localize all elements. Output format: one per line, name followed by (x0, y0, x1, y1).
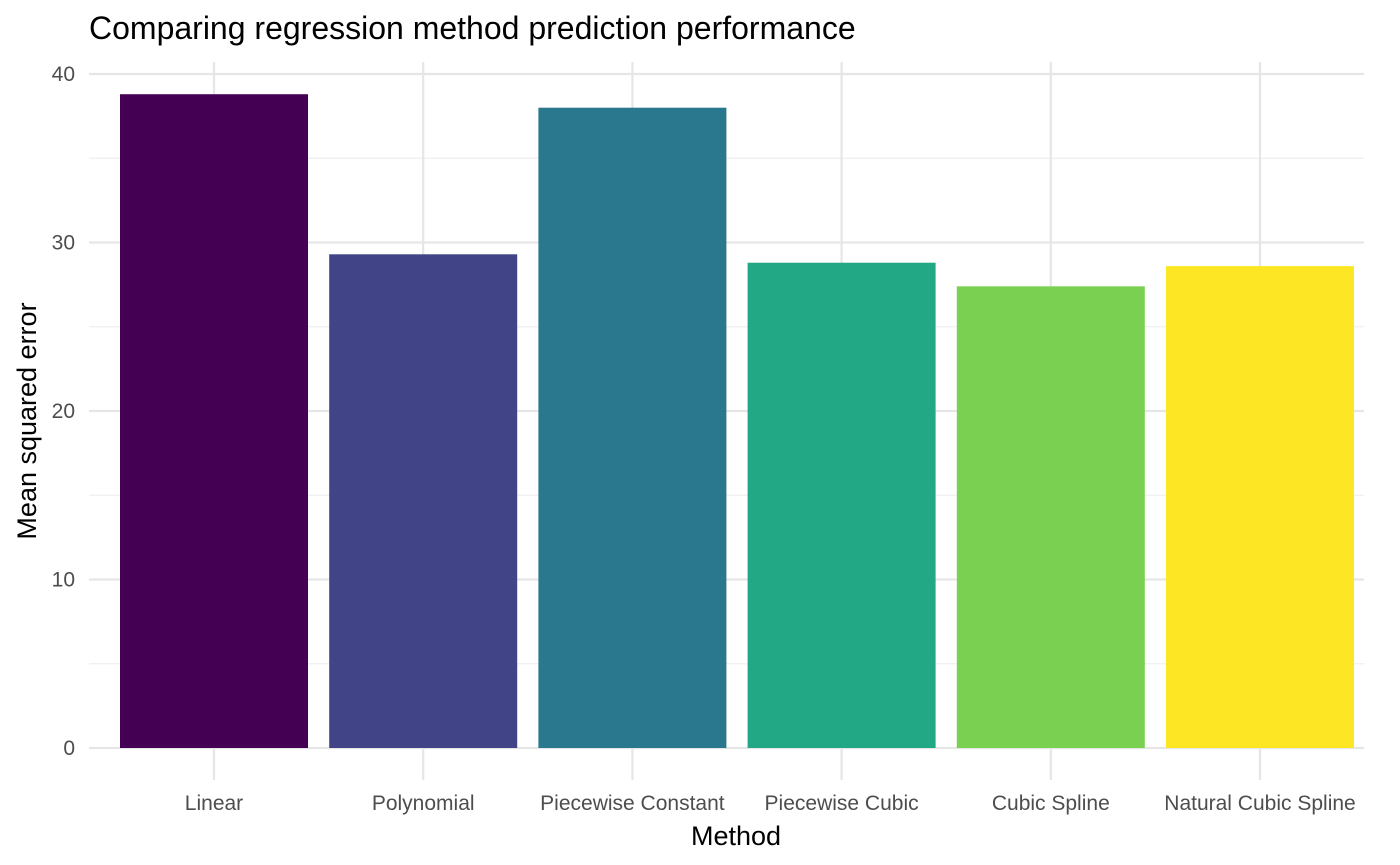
x-axis-title: Method (691, 821, 781, 851)
y-axis-ticks: 0 10 20 30 40 (52, 63, 75, 760)
y-tick-label: 0 (63, 737, 75, 760)
bar (538, 107, 727, 748)
bar (329, 254, 518, 749)
bar (747, 262, 936, 748)
chart-title: Comparing regression method prediction p… (89, 10, 856, 46)
x-tick-label: Linear (185, 792, 243, 815)
bar (956, 286, 1145, 748)
y-axis-title: Mean squared error (12, 302, 42, 539)
x-tick-label: Piecewise Cubic (765, 792, 919, 815)
bar (1166, 266, 1354, 748)
x-tick-label: Piecewise Constant (540, 792, 725, 815)
y-tick-label: 10 (52, 569, 75, 592)
bars (120, 94, 1354, 749)
x-tick-label: Cubic Spline (992, 792, 1110, 815)
bar (120, 94, 308, 749)
y-tick-label: 20 (52, 400, 75, 423)
x-tick-label: Polynomial (372, 792, 475, 815)
y-tick-label: 30 (52, 232, 75, 255)
x-tick-label: Natural Cubic Spline (1164, 792, 1355, 815)
y-tick-label: 40 (52, 63, 75, 86)
x-axis-ticks: Linear Polynomial Piecewise Constant Piecew… (185, 792, 1356, 815)
